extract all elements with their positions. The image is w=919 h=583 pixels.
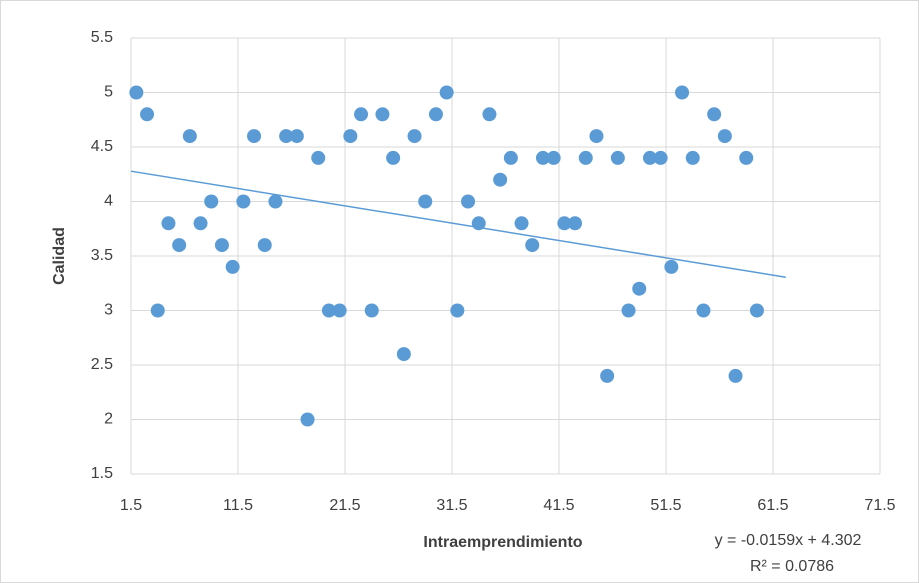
x-tick-label: 31.5 (436, 497, 467, 514)
y-tick-label: 2 (104, 411, 113, 428)
x-tick-label: 21.5 (329, 497, 360, 514)
y-tick-label: 3 (104, 302, 113, 319)
y-tick-label: 5 (104, 84, 113, 101)
scatter-point (685, 150, 700, 165)
scatter-point (140, 107, 155, 122)
scatter-point (450, 303, 465, 318)
scatter-point (407, 129, 422, 144)
scatter-point (546, 150, 561, 165)
scatter-point (354, 107, 369, 122)
x-tick-label: 41.5 (543, 497, 574, 514)
scatter-point (182, 129, 197, 144)
trendline-r2: R² = 0.0786 (750, 558, 834, 575)
scatter-point (332, 303, 347, 318)
scatter-point (610, 150, 625, 165)
scatter-point (386, 150, 401, 165)
scatter-point (535, 150, 550, 165)
scatter-point (279, 129, 294, 144)
scatter-point (461, 194, 476, 209)
scatter-point (707, 107, 722, 122)
trendline-equation: y = -0.0159x + 4.302 (715, 532, 862, 549)
scatter-point (514, 216, 529, 231)
scatter-point (428, 107, 443, 122)
scatter-point (600, 368, 615, 383)
scatter-point (129, 85, 144, 100)
y-tick-label: 3.5 (91, 247, 113, 264)
scatter-point (664, 259, 679, 274)
y-tick-label: 4.5 (91, 138, 113, 155)
x-tick-label: 71.5 (864, 497, 895, 514)
scatter-point (482, 107, 497, 122)
scatter-point (321, 303, 336, 318)
y-tick-label: 4 (104, 193, 113, 210)
scatter-point (214, 238, 229, 253)
scatter-point (578, 150, 593, 165)
scatter-point (300, 412, 315, 427)
x-tick-label: 51.5 (650, 497, 681, 514)
scatter-point (289, 129, 304, 144)
scatter-point (653, 150, 668, 165)
x-tick-label: 11.5 (223, 497, 253, 514)
scatter-point (161, 216, 176, 231)
scatter-point (503, 150, 518, 165)
trendline (130, 170, 786, 278)
scatter-point (418, 194, 433, 209)
scatter-point (439, 85, 454, 100)
x-axis-label: Intraemprendimiento (423, 534, 582, 551)
scatter-point (172, 238, 187, 253)
scatter-point (568, 216, 583, 231)
scatter-point (749, 303, 764, 318)
scatter-point (739, 150, 754, 165)
scatter-point (204, 194, 219, 209)
scatter-point (257, 238, 272, 253)
scatter-point (632, 281, 647, 296)
scatter-point (728, 368, 743, 383)
scatter-point (364, 303, 379, 318)
y-tick-label: 5.5 (91, 29, 113, 46)
scatter-point (375, 107, 390, 122)
scatter-point (150, 303, 165, 318)
scatter-point (589, 129, 604, 144)
y-tick-label: 2.5 (91, 356, 113, 373)
scatter-point (675, 85, 690, 100)
scatter-point (193, 216, 208, 231)
scatter-point (525, 238, 540, 253)
scatter-point (557, 216, 572, 231)
scatter-point (396, 347, 411, 362)
x-tick-label: 1.5 (120, 497, 142, 514)
scatter-point (268, 194, 283, 209)
scatter-point (696, 303, 711, 318)
scatter-point (236, 194, 251, 209)
scatter-point (642, 150, 657, 165)
x-tick-label: 61.5 (757, 497, 788, 514)
scatter-point (247, 129, 262, 144)
scatter-point (471, 216, 486, 231)
scatter-point (493, 172, 508, 187)
scatter-point (343, 129, 358, 144)
y-tick-label: 1.5 (91, 465, 113, 482)
scatter-point (621, 303, 636, 318)
scatter-point (311, 150, 326, 165)
scatter-point (717, 129, 732, 144)
y-axis-label: Calidad (51, 227, 68, 285)
scatter-point (225, 259, 240, 274)
